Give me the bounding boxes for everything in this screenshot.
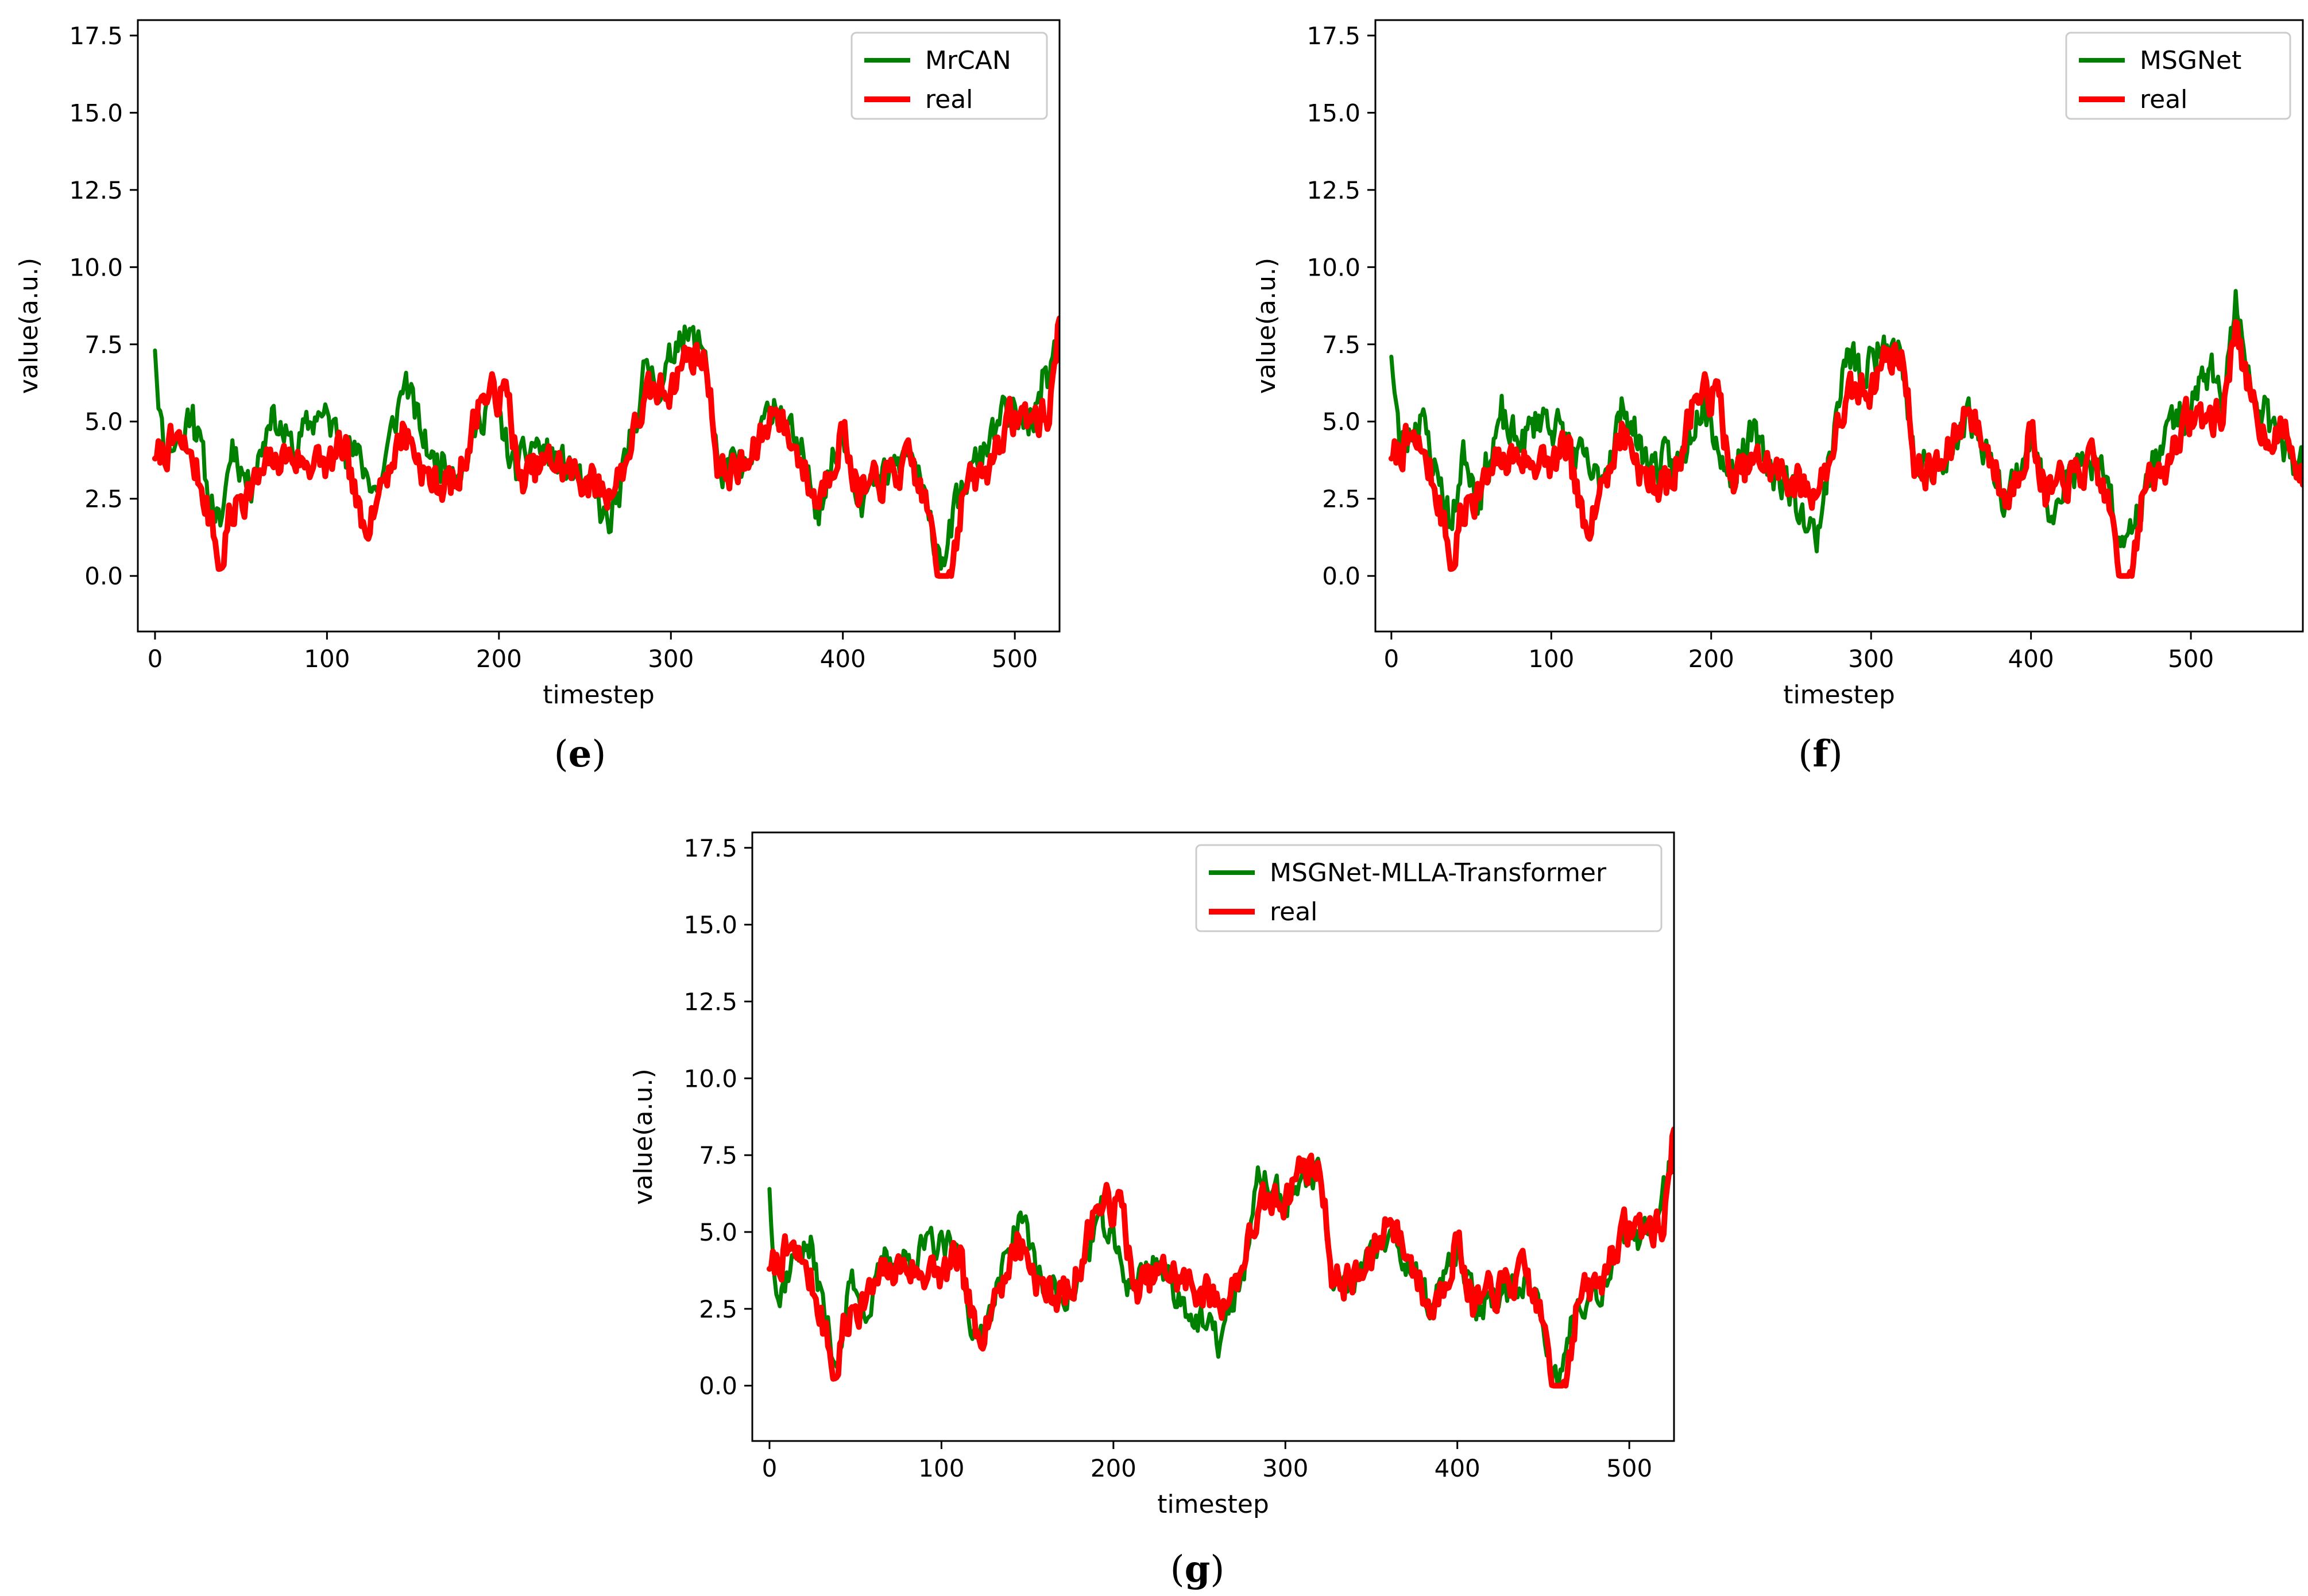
x-tick-label: 0 <box>148 645 163 673</box>
y-tick-label: 7.5 <box>699 1141 737 1169</box>
x-tick-label: 200 <box>476 645 522 673</box>
series-group <box>1388 289 2303 579</box>
panel-label: (f) <box>1798 733 1842 776</box>
x-axis-label: timestep <box>543 680 655 710</box>
y-tick-label: 0.0 <box>84 562 123 590</box>
axes-frame <box>751 831 1675 1442</box>
axes-frame <box>1374 19 2304 633</box>
y-tick-label: 2.5 <box>84 485 123 513</box>
y-tick-label: 0.0 <box>1322 562 1360 590</box>
x-axis-label: timestep <box>1157 1490 1269 1519</box>
x-tick-label: 200 <box>1688 645 1734 673</box>
legend: MSGNet real <box>2065 32 2291 120</box>
series-line-real <box>1388 319 2303 579</box>
x-tick-label: 400 <box>1435 1454 1480 1482</box>
y-tick-label: 15.0 <box>683 911 737 939</box>
y-tick-label: 2.5 <box>699 1295 737 1323</box>
x-tick-label: 100 <box>918 1454 964 1482</box>
y-tick-label: 5.0 <box>84 408 123 436</box>
y-tick-label: 10.0 <box>1306 253 1360 281</box>
y-tick-label: 15.0 <box>1306 99 1360 127</box>
axes-frame <box>137 19 1061 633</box>
panel-label: (g) <box>1170 1548 1225 1591</box>
y-tick-label: 0.0 <box>699 1372 737 1400</box>
chart-panel-g: 0 100 200 300 400 500 0.0 2.5 5.0 7.5 10.0 12.5 15.0… <box>629 831 1675 1591</box>
y-tick-label: 17.5 <box>683 834 737 862</box>
x-tick-label: 300 <box>1848 645 1894 673</box>
legend-label: real <box>2140 85 2187 114</box>
series-line-msgnet-mlla-transformer <box>767 1148 1674 1386</box>
legend: MSGNet-MLLA-Transformer real <box>1195 844 1663 932</box>
x-tick-label: 500 <box>1606 1454 1652 1482</box>
legend-label: MrCAN <box>925 46 1011 75</box>
y-tick-label: 2.5 <box>1322 485 1360 513</box>
y-tick-label: 10.0 <box>683 1064 737 1093</box>
y-tick-label: 10.0 <box>69 253 123 281</box>
chart-panel-f: 0 100 200 300 400 500 0.0 2.5 5.0 7.5 10.0 12.5 15.0… <box>1252 19 2304 776</box>
y-tick-label: 17.5 <box>1306 22 1360 50</box>
y-tick-label: 12.5 <box>683 987 737 1016</box>
y-tick-label: 7.5 <box>84 331 123 359</box>
x-tick-label: 200 <box>1091 1454 1136 1482</box>
series-group <box>766 1126 1674 1389</box>
x-tick-label: 0 <box>762 1454 778 1482</box>
y-axis-label: value(a.u.) <box>1252 258 1281 394</box>
x-tick-label: 100 <box>1528 645 1574 673</box>
y-tick-label: 12.5 <box>1306 176 1360 204</box>
legend: MrCAN real <box>850 32 1048 120</box>
legend-box <box>1195 844 1663 932</box>
x-tick-label: 500 <box>992 645 1038 673</box>
x-tick-label: 400 <box>2008 645 2054 673</box>
y-tick-label: 5.0 <box>699 1218 737 1246</box>
x-tick-label: 300 <box>1262 1454 1308 1482</box>
chart-panel-e: 0 100 200 300 400 500 0.0 2.5 5.0 7.5 10.0 12.5 15.0… <box>14 19 1061 776</box>
y-axis-label: value(a.u.) <box>14 258 44 394</box>
series-line-real <box>152 315 1060 579</box>
y-tick-label: 12.5 <box>69 176 123 204</box>
x-tick-label: 400 <box>820 645 866 673</box>
x-tick-label: 300 <box>648 645 694 673</box>
y-axis-label: value(a.u.) <box>629 1068 658 1204</box>
legend-label: MSGNet <box>2140 46 2241 75</box>
series-group <box>152 315 1060 579</box>
x-axis-label: timestep <box>1783 680 1895 710</box>
panel-label: (e) <box>554 733 606 776</box>
x-tick-label: 0 <box>1383 645 1399 673</box>
series-line-real <box>766 1126 1674 1389</box>
legend-label: real <box>1270 897 1317 927</box>
x-tick-label: 100 <box>304 645 350 673</box>
legend-label: real <box>925 85 973 114</box>
y-tick-label: 17.5 <box>69 22 123 50</box>
legend-label: MSGNet-MLLA-Transformer <box>1270 858 1607 888</box>
y-tick-label: 5.0 <box>1322 408 1360 436</box>
x-tick-label: 500 <box>2168 645 2214 673</box>
y-tick-label: 7.5 <box>1322 331 1360 359</box>
y-tick-label: 15.0 <box>69 99 123 127</box>
